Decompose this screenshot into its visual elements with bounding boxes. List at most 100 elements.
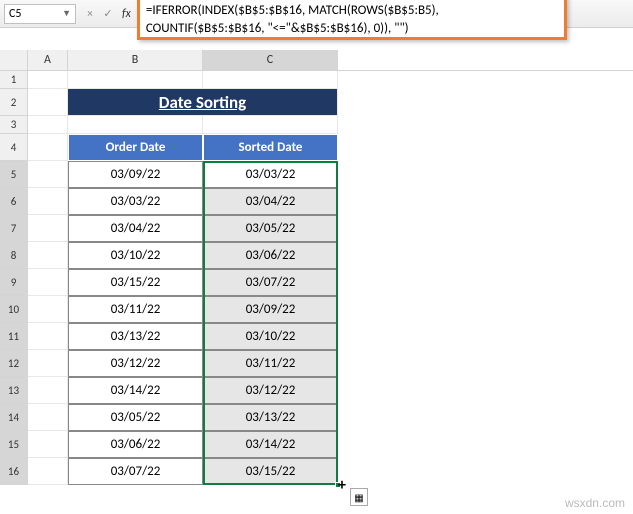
name-box[interactable]: C5 ▼ xyxy=(4,4,76,24)
row-header[interactable]: 2 xyxy=(0,89,28,116)
order-date-cell[interactable]: 03/11/22 xyxy=(68,296,203,323)
sorted-date-cell[interactable]: 03/04/22 xyxy=(203,188,338,215)
row-header[interactable]: 7 xyxy=(0,215,28,242)
cell-blank[interactable] xyxy=(28,116,68,134)
sorted-date-cell[interactable]: 03/15/22 xyxy=(203,458,338,485)
table-row: 3 xyxy=(0,116,633,134)
order-date-cell[interactable]: 03/13/22 xyxy=(68,323,203,350)
table-row: 9 03/15/2203/07/22 xyxy=(0,269,633,296)
row-header[interactable]: 15 xyxy=(0,431,28,458)
cell-blank[interactable] xyxy=(203,116,338,134)
table-row: 7 03/04/2203/05/22 xyxy=(0,215,633,242)
cell-blank[interactable] xyxy=(28,188,68,215)
chevron-down-icon[interactable]: ▼ xyxy=(62,8,71,19)
cell-blank[interactable] xyxy=(28,458,68,485)
order-date-cell[interactable]: 03/15/22 xyxy=(68,269,203,296)
cursor-cross-icon: + xyxy=(338,476,346,495)
table-row: 5 03/09/2203/03/22 xyxy=(0,161,633,188)
title-text: Date Sorting xyxy=(159,92,246,113)
accept-icon[interactable]: ✓ xyxy=(100,6,116,22)
table-row: 8 03/10/2203/06/22 xyxy=(0,242,633,269)
cell-blank[interactable] xyxy=(28,269,68,296)
order-date-cell[interactable]: 03/07/22 xyxy=(68,458,203,485)
column-headers: A B C xyxy=(0,50,633,71)
cell-blank[interactable] xyxy=(28,350,68,377)
table-row: 11 03/13/2203/10/22 xyxy=(0,323,633,350)
cell-blank[interactable] xyxy=(68,116,203,134)
header-order-date[interactable]: Order Date xyxy=(68,134,203,161)
row-header[interactable]: 12 xyxy=(0,350,28,377)
sorted-date-cell[interactable]: 03/12/22 xyxy=(203,377,338,404)
row-header[interactable]: 5 xyxy=(0,161,28,188)
sorted-date-cell[interactable]: 03/06/22 xyxy=(203,242,338,269)
sorted-date-cell[interactable]: 03/09/22 xyxy=(203,296,338,323)
table-row: 1 xyxy=(0,71,633,89)
order-date-cell[interactable]: 03/05/22 xyxy=(68,404,203,431)
row-header[interactable]: 4 xyxy=(0,134,28,161)
title-cell[interactable]: Date Sorting xyxy=(68,89,338,116)
header-label: Sorted Date xyxy=(239,140,303,155)
table-row: 10 03/11/2203/09/22 xyxy=(0,296,633,323)
cell-blank[interactable] xyxy=(28,134,68,161)
table-row: 16 03/07/2203/15/22 xyxy=(0,458,633,485)
formula-buttons: × ✓ xyxy=(82,6,116,22)
col-header-C[interactable]: C xyxy=(203,50,338,70)
order-date-cell[interactable]: 03/14/22 xyxy=(68,377,203,404)
autofill-options-icon[interactable]: ▦ xyxy=(350,488,368,506)
row-header[interactable]: 10 xyxy=(0,296,28,323)
order-date-cell[interactable]: 03/06/22 xyxy=(68,431,203,458)
spreadsheet-grid[interactable]: A B C 1 2 Date Sorting 3 4 xyxy=(0,50,633,485)
col-header-A[interactable]: A xyxy=(28,50,68,70)
table-row: 15 03/06/2203/14/22 xyxy=(0,431,633,458)
cell-blank[interactable] xyxy=(28,215,68,242)
sorted-date-cell[interactable]: 03/10/22 xyxy=(203,323,338,350)
row-header[interactable]: 9 xyxy=(0,269,28,296)
cell-blank[interactable] xyxy=(28,323,68,350)
cancel-icon[interactable]: × xyxy=(82,6,98,22)
order-date-cell[interactable]: 03/12/22 xyxy=(68,350,203,377)
row-header[interactable]: 6 xyxy=(0,188,28,215)
cell-blank[interactable] xyxy=(28,89,68,116)
table-row: 6 03/03/2203/04/22 xyxy=(0,188,633,215)
cell-blank[interactable] xyxy=(28,404,68,431)
col-header-B[interactable]: B xyxy=(68,50,203,70)
order-date-cell[interactable]: 03/03/22 xyxy=(68,188,203,215)
table-row: 14 03/05/2203/13/22 xyxy=(0,404,633,431)
formula-ribbon: C5 ▼ × ✓ fx =IFERROR(INDEX($B$5:$B$16, M… xyxy=(0,0,633,28)
row-header[interactable]: 11 xyxy=(0,323,28,350)
sorted-date-cell[interactable]: 03/13/22 xyxy=(203,404,338,431)
formula-text: =IFERROR(INDEX($B$5:$B$16, MATCH(ROWS($B… xyxy=(146,3,439,36)
cell-blank[interactable] xyxy=(28,71,68,89)
active-cell-ref: C5 xyxy=(9,7,21,21)
cell-blank[interactable] xyxy=(28,296,68,323)
cell-blank[interactable] xyxy=(28,242,68,269)
row-header[interactable]: 14 xyxy=(0,404,28,431)
order-date-cell[interactable]: 03/10/22 xyxy=(68,242,203,269)
sorted-date-cell[interactable]: 03/11/22 xyxy=(203,350,338,377)
row-header[interactable]: 16 xyxy=(0,458,28,485)
formula-bar[interactable]: =IFERROR(INDEX($B$5:$B$16, MATCH(ROWS($B… xyxy=(137,0,567,40)
table-row: 13 03/14/2203/12/22 xyxy=(0,377,633,404)
sorted-date-cell[interactable]: 03/14/22 xyxy=(203,431,338,458)
row-header[interactable]: 1 xyxy=(0,71,28,89)
header-sorted-date[interactable]: Sorted Date xyxy=(203,134,338,161)
cell-blank[interactable] xyxy=(28,431,68,458)
cell-blank[interactable] xyxy=(28,161,68,188)
table-row: 4 Order Date Sorted Date xyxy=(0,134,633,161)
table-row: 2 Date Sorting xyxy=(0,89,633,116)
sorted-date-cell[interactable]: 03/07/22 xyxy=(203,269,338,296)
rows-container: 1 2 Date Sorting 3 4 Order Date xyxy=(0,71,633,485)
fx-icon[interactable]: fx xyxy=(122,7,131,21)
header-label: Order Date xyxy=(106,140,166,155)
row-header[interactable]: 13 xyxy=(0,377,28,404)
cell-blank[interactable] xyxy=(68,71,203,89)
row-header[interactable]: 8 xyxy=(0,242,28,269)
cell-blank[interactable] xyxy=(28,377,68,404)
row-header[interactable]: 3 xyxy=(0,116,28,134)
select-all-corner[interactable] xyxy=(0,50,28,70)
sorted-date-cell[interactable]: 03/03/22 xyxy=(203,161,338,188)
order-date-cell[interactable]: 03/09/22 xyxy=(68,161,203,188)
sorted-date-cell[interactable]: 03/05/22 xyxy=(203,215,338,242)
cell-blank[interactable] xyxy=(203,71,338,89)
order-date-cell[interactable]: 03/04/22 xyxy=(68,215,203,242)
